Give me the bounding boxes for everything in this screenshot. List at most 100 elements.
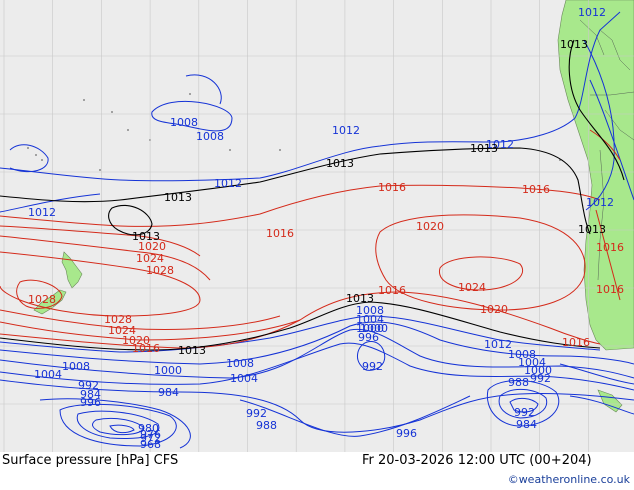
isobar-984-low-east (498, 389, 548, 419)
isobar-label: 1012 (586, 196, 614, 209)
isobar-label: 1016 (596, 283, 624, 296)
isobar-label: 1012 (486, 138, 514, 151)
isobar-label: 1013 (470, 142, 498, 155)
isobar-1024-east (439, 256, 523, 291)
isobar-1000-east (559, 363, 634, 385)
isobar-1016-chile (589, 129, 621, 161)
isobar-label: 1024 (136, 252, 164, 265)
isobar-label: 1000 (356, 322, 384, 335)
isobar-label: 1024 (108, 324, 136, 337)
isobar-label: 992 (530, 372, 551, 385)
isobar-label: 980 (138, 422, 159, 435)
isobar-label: 1016 (522, 183, 550, 196)
isobar-label: 1013 (578, 223, 606, 236)
isobar-label: 1028 (28, 293, 56, 306)
isobar-label: 1012 (578, 6, 606, 19)
isobar-1016-north (0, 184, 601, 227)
isobar-1024-west (0, 235, 211, 281)
isobar-980-low-east (509, 397, 539, 413)
isobar-1008-loop2 (185, 74, 222, 105)
isobar-1013-south (0, 301, 601, 351)
isobar-label: 1004 (230, 372, 258, 385)
isobar-1020-south (0, 319, 301, 341)
isobar-1004-south (0, 328, 634, 379)
isobar-1008-south (0, 321, 634, 365)
country-borders (579, 19, 634, 281)
isobar-label: 1020 (122, 334, 150, 347)
isobar-label: 992 (246, 407, 267, 420)
isobar-label: 1004 (356, 313, 384, 326)
isobar-label: 976 (140, 428, 161, 441)
isobar-label: 1024 (458, 281, 486, 294)
isobar-label: 1013 (164, 191, 192, 204)
isobar-label: 1008 (196, 130, 224, 143)
isobar-label: 972 (140, 432, 161, 445)
isobar-988-south (39, 398, 191, 449)
isobar-label: 992 (362, 360, 383, 373)
isobar-label: 1020 (416, 220, 444, 233)
isobar-label: 996 (358, 331, 379, 344)
isobar-1012-bay (9, 144, 49, 173)
isobar-labels-high: 1016 1016 1016 1020 1020 1024 1028 1028 … (28, 181, 624, 355)
land-new-zealand-north (61, 251, 83, 289)
isobar-1028-loop (16, 279, 63, 309)
isobar-label: 996 (80, 396, 101, 409)
isobar-label: 996 (396, 427, 417, 440)
isobar-label: 992 (78, 379, 99, 392)
isobar-label: 984 (158, 386, 179, 399)
isobar-label: 1008 (356, 304, 384, 317)
isobar-label: 984 (80, 388, 101, 401)
isobar-1012-chile (583, 39, 615, 211)
isobar-label: 968 (140, 438, 161, 451)
isobar-label: 1012 (28, 206, 56, 219)
isobar-1013-north (0, 147, 591, 235)
isobar-996-mid (239, 395, 471, 437)
isobar-label: 1013 (178, 344, 206, 357)
isobar-984-low-west (59, 403, 177, 447)
isobar-label: 988 (256, 419, 277, 432)
isobar-label: 1013 (132, 230, 160, 243)
isobar-996-low (357, 341, 386, 371)
valid-time: Fr 20-03-2026 12:00 UTC (00+204) (362, 453, 592, 468)
isobar-1020-west (0, 225, 201, 257)
isobars-low (0, 11, 634, 449)
isobar-label: 1000 (154, 364, 182, 377)
isobar-label: 1016 (596, 241, 624, 254)
credit-link[interactable]: ©weatheronline.co.uk (507, 473, 630, 486)
isobar-1012-westloop (0, 193, 101, 213)
isobars-standard (0, 39, 625, 351)
isobar-label: 1012 (214, 177, 242, 190)
footer-band (0, 452, 634, 490)
isobar-label: 1013 (326, 157, 354, 170)
isobar-1013-loop (108, 204, 153, 236)
isobar-label: 1008 (170, 116, 198, 129)
isobar-label: 1004 (518, 356, 546, 369)
isobar-1028-west (0, 251, 201, 317)
isobar-label: 1016 (562, 336, 590, 349)
isobar-label: 1020 (138, 240, 166, 253)
isobar-label: 1012 (484, 338, 512, 351)
isobar-1013-chile (568, 39, 625, 181)
isobar-label: 1008 (62, 360, 90, 373)
isobar-labels-standard: 1013 1013 1013 1013 1013 1013 1013 1013 (132, 38, 606, 357)
isobar-label: 1020 (480, 303, 508, 316)
isobar-988-low-east (486, 379, 560, 427)
isobar-label: 1028 (146, 264, 174, 277)
isobars-high (0, 129, 621, 349)
isobar-labels-low: 1012 1012 1008 1008 1012 1012 1012 1012 … (28, 6, 614, 451)
isobar-label: 992 (514, 406, 535, 419)
isobar-968-low-west (109, 424, 135, 434)
isobar-1008-chile (589, 79, 634, 201)
ocean-background (0, 0, 634, 452)
isobar-label: 1000 (360, 322, 388, 335)
isobar-1020-east (375, 214, 586, 311)
map-title: Surface pressure [hPa] CFS (2, 453, 179, 468)
isobar-1000-south (0, 342, 634, 391)
isobar-992-east (569, 395, 634, 415)
isobar-label: 1013 (560, 38, 588, 51)
isobar-980-low-west (76, 410, 160, 439)
isobar-label: 1008 (508, 348, 536, 361)
isobar-label: 1016 (378, 181, 406, 194)
isobar-label: 1016 (132, 342, 160, 355)
